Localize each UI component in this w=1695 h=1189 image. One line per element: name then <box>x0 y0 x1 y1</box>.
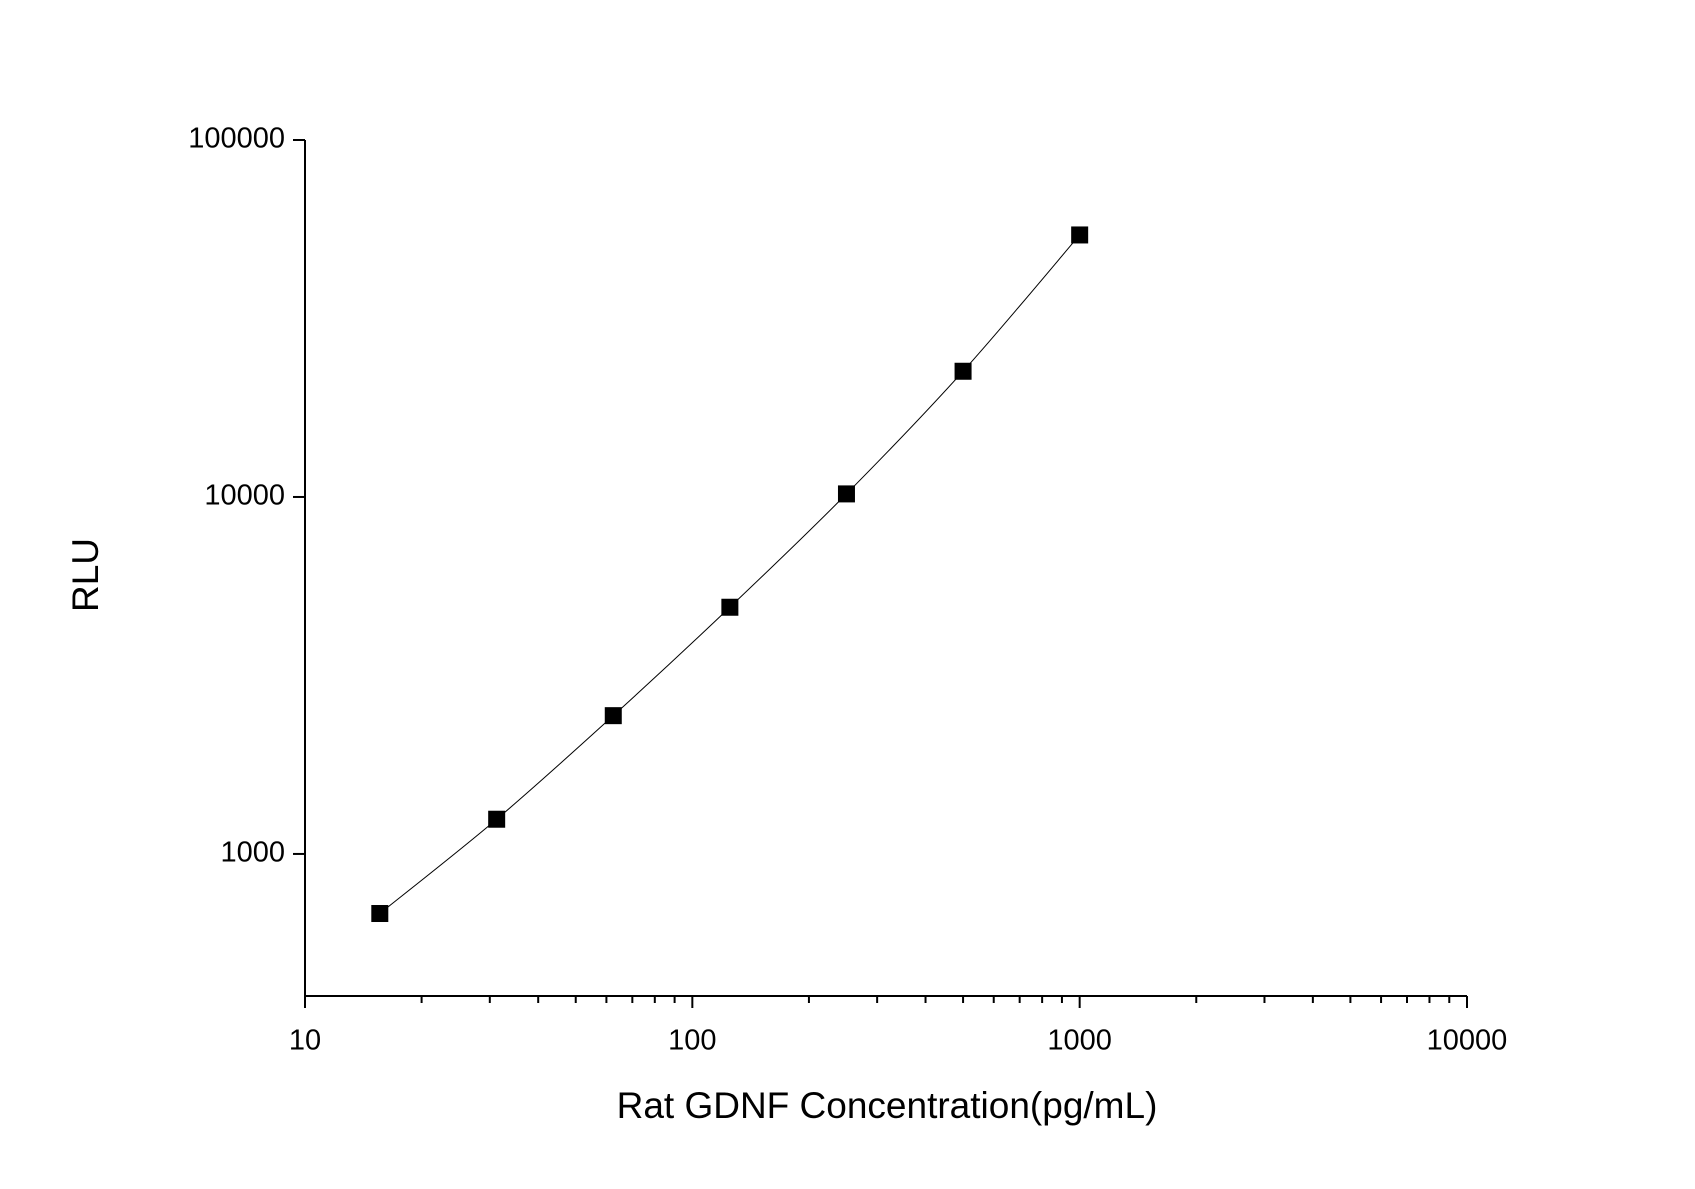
fit-line <box>379 234 1081 914</box>
point <box>837 485 855 503</box>
x-tick-label: 100 <box>668 1025 716 1057</box>
x-tick-label: 10 <box>289 1025 321 1057</box>
point <box>371 905 389 923</box>
y-tick-label: 1000 <box>220 837 285 869</box>
point <box>604 707 622 725</box>
point <box>488 810 506 828</box>
y-axis-title: RLU <box>65 538 106 612</box>
y-tick-label: 10000 <box>204 480 285 512</box>
x-tick-label: 10000 <box>1427 1025 1508 1057</box>
point <box>954 362 972 380</box>
x-axis-title: Rat GDNF Concentration(pg/mL) <box>617 1085 1158 1126</box>
x-tick-label: 1000 <box>1047 1025 1112 1057</box>
point <box>1071 226 1089 244</box>
y-tick-label: 100000 <box>188 123 285 155</box>
point <box>721 598 739 616</box>
